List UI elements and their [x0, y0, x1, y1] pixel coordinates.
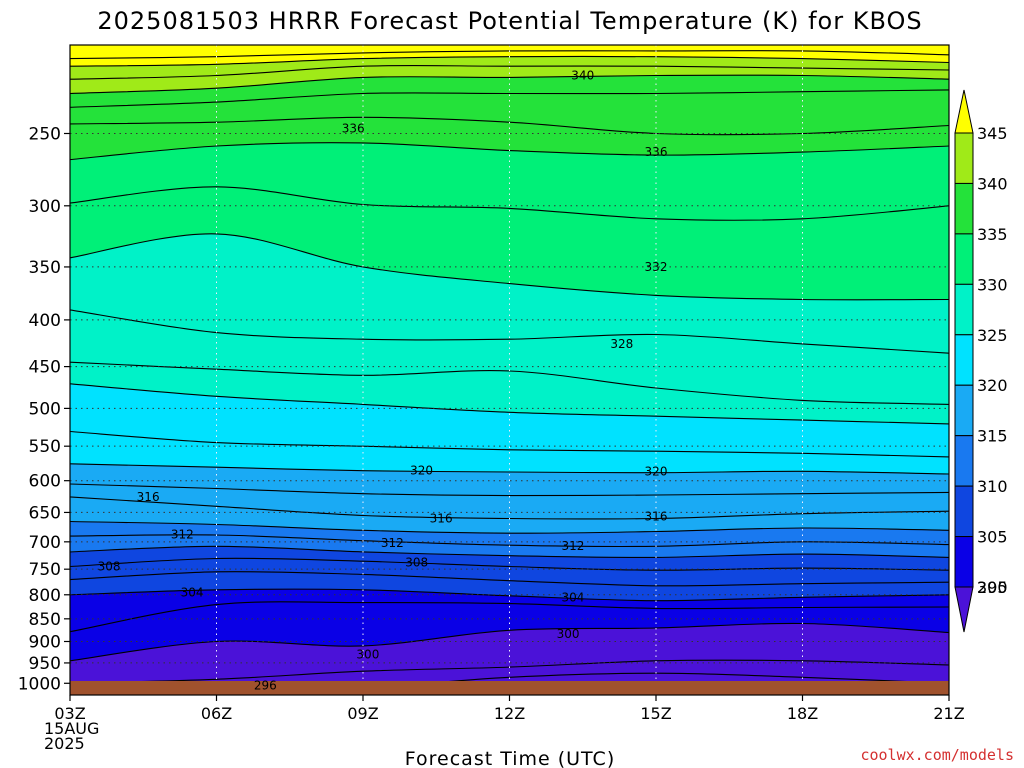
colorbar-swatch — [954, 536, 974, 588]
contour-label: 340 — [571, 69, 594, 83]
contour-line-318 — [70, 483, 949, 497]
contour-label: 320 — [645, 464, 668, 478]
y-tick-label: 500 — [29, 399, 61, 419]
contour-label: 332 — [645, 260, 668, 274]
x-tick-label: 15AUG — [44, 719, 99, 738]
x-tick-label: 09Z — [347, 704, 378, 723]
x-tick-label: 2025 — [44, 734, 85, 753]
colorbar-swatch — [954, 182, 974, 235]
contour-label: 304 — [562, 590, 585, 604]
contour-label: 312 — [381, 536, 404, 550]
colorbar-tick-label: 320 — [977, 376, 1008, 395]
colorbar-tick-label: 345 — [977, 124, 1008, 143]
colorbar-tick-label: 300 — [977, 578, 1008, 597]
plot-area — [70, 45, 949, 695]
colorbar-swatch — [954, 334, 974, 386]
y-tick-label: 450 — [29, 358, 61, 378]
colorbar-tick-label: 330 — [977, 275, 1008, 294]
y-tick-label: 550 — [29, 437, 61, 457]
contour-label: 336 — [342, 122, 365, 136]
y-tick-label: 300 — [29, 197, 61, 217]
contour-label: 312 — [171, 527, 194, 541]
contour-label: 316 — [430, 511, 453, 525]
colorbar-tick-label: 325 — [977, 326, 1008, 345]
contour-line-320 — [70, 463, 949, 475]
colorbar-tick-label: 295 — [977, 578, 1008, 597]
colorbar-tick-label: 340 — [977, 174, 1008, 193]
contour-line-338 — [70, 89, 949, 108]
colorbar-swatch — [954, 384, 974, 437]
x-axis-label: Forecast Time (UTC) — [405, 748, 615, 768]
contour-line-306 — [70, 571, 949, 587]
y-tick-label: 900 — [29, 632, 61, 652]
colorbar-swatch — [954, 435, 974, 487]
y-tick-label: 700 — [29, 533, 61, 553]
y-axis: 2503003504004505005506006507007508008509… — [18, 124, 70, 694]
y-tick-label: 750 — [29, 560, 61, 580]
colorbar-extend-bottom — [954, 586, 974, 633]
x-tick-label: 21Z — [933, 704, 964, 723]
colorbar-swatch — [954, 283, 974, 336]
contour-label: 296 — [254, 678, 277, 692]
contour-line-332 — [70, 186, 949, 221]
colorbar-tick-label: 305 — [977, 528, 1008, 547]
colorbar-tick-label: 315 — [977, 427, 1008, 446]
contour-label: 320 — [410, 464, 433, 478]
credit-text: coolwx.com/models — [860, 746, 1014, 764]
contour-label: 300 — [557, 627, 580, 641]
colorbar-extend-top — [954, 89, 974, 134]
y-tick-label: 800 — [29, 586, 61, 606]
y-tick-label: 400 — [29, 311, 61, 331]
chart-title: 2025081503 HRRR Forecast Potential Tempe… — [97, 7, 922, 35]
x-tick-label: 12Z — [494, 704, 525, 723]
contour-label: 312 — [562, 539, 585, 553]
contour-label: 308 — [98, 560, 121, 574]
contour-label: 336 — [645, 145, 668, 159]
y-tick-label: 850 — [29, 610, 61, 630]
x-tick-label: 15Z — [640, 704, 671, 723]
contour-label: 316 — [137, 490, 160, 504]
colorbar-swatch — [954, 233, 974, 285]
colorbar-swatch — [954, 485, 974, 538]
y-tick-label: 1000 — [18, 674, 61, 694]
x-tick-label: 03Z — [54, 704, 85, 723]
contour-line-328 — [70, 309, 949, 354]
y-tick-label: 950 — [29, 654, 61, 674]
colorbar-tick-label: 335 — [977, 225, 1008, 244]
y-tick-label: 250 — [29, 124, 61, 144]
y-tick-label: 600 — [29, 472, 61, 492]
contour-label: 308 — [405, 555, 428, 569]
contour-label: 328 — [610, 337, 633, 351]
contour-line-340 — [70, 74, 949, 95]
y-tick-label: 350 — [29, 258, 61, 278]
y-tick-label: 650 — [29, 503, 61, 523]
colorbar-tick-label: 310 — [977, 477, 1008, 496]
x-tick-label: 06Z — [201, 704, 232, 723]
contour-label: 316 — [645, 510, 668, 524]
colorbar-swatch — [954, 132, 974, 184]
grid-lines — [70, 45, 949, 695]
x-tick-label: 18Z — [787, 704, 818, 723]
terrain-strip — [70, 681, 949, 695]
contour-label: 300 — [356, 647, 379, 661]
contour-label: 304 — [181, 585, 204, 599]
